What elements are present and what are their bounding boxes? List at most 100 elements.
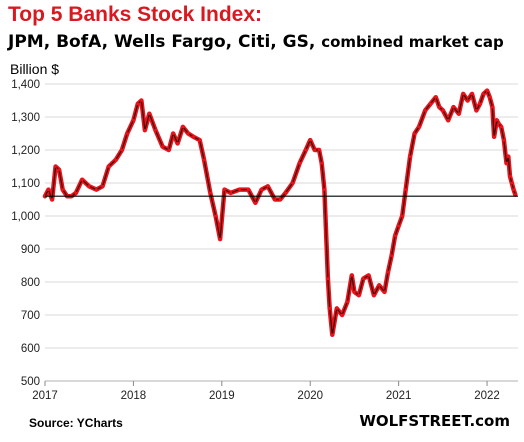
- data-point: [143, 128, 147, 132]
- data-point: [266, 184, 270, 188]
- data-point: [393, 234, 397, 238]
- data-point: [372, 293, 376, 297]
- data-point: [495, 118, 499, 122]
- data-point: [497, 122, 500, 125]
- data-point: [377, 283, 381, 287]
- data-point: [353, 290, 356, 294]
- data-point: [278, 198, 282, 201]
- data-point: [408, 155, 412, 159]
- data-point: [132, 118, 135, 122]
- data-point: [478, 102, 482, 106]
- data-point: [367, 274, 370, 277]
- data-point: [340, 313, 344, 317]
- y-tick-label: 900: [21, 244, 40, 256]
- y-tick-label: 600: [21, 343, 40, 355]
- data-point: [54, 165, 57, 168]
- data-point: [400, 214, 404, 218]
- data-point: [361, 277, 365, 281]
- data-point: [50, 198, 54, 201]
- y-axis-unit-label: Billion $: [10, 61, 60, 77]
- data-point: [291, 181, 294, 185]
- data-point: [223, 188, 226, 192]
- data-point: [513, 193, 517, 197]
- data-point: [491, 105, 494, 109]
- data-point: [485, 89, 489, 92]
- data-point: [357, 293, 361, 297]
- chart-subtitle: JPM, BofA, Wells Fargo, Citi, GS, combin…: [8, 32, 504, 52]
- data-point: [192, 135, 195, 139]
- x-tick-label: 2019: [209, 390, 235, 402]
- data-point: [506, 155, 510, 159]
- data-point: [260, 188, 263, 192]
- data-point: [383, 290, 386, 294]
- data-point: [386, 270, 390, 274]
- data-point: [346, 300, 349, 304]
- data-point: [475, 109, 478, 112]
- data-point: [140, 99, 143, 102]
- y-axis: 500 600 700 800 900 1,000 1,100 1,200 1,300 1,400: [11, 79, 40, 388]
- data-point: [434, 95, 438, 99]
- data-point: [284, 191, 287, 195]
- series-line-halo: [42, 88, 518, 338]
- data-point: [87, 184, 91, 188]
- data-point: [323, 188, 326, 192]
- x-tick-label: 2018: [121, 390, 147, 402]
- series-line: [44, 89, 516, 336]
- data-point: [397, 224, 400, 228]
- data-point: [390, 254, 393, 257]
- data-point: [218, 237, 222, 241]
- data-point: [246, 188, 250, 192]
- data-point: [114, 158, 118, 162]
- data-point: [202, 158, 206, 162]
- subtitle-tail: combined market cap: [321, 33, 504, 51]
- data-point: [437, 105, 441, 109]
- data-point: [508, 175, 512, 178]
- data-point: [505, 161, 508, 165]
- data-point: [101, 184, 104, 188]
- data-point: [446, 118, 450, 122]
- data-point: [74, 191, 78, 195]
- chart-title: Top 5 Banks Stock Index:: [8, 3, 262, 26]
- data-point: [326, 277, 330, 281]
- data-point: [350, 274, 354, 277]
- data-point: [461, 92, 465, 96]
- data-point: [330, 333, 334, 337]
- y-tick-label: 1,100: [11, 178, 40, 190]
- y-tick-label: 1,000: [11, 211, 40, 223]
- data-point: [198, 138, 202, 142]
- y-tick-label: 700: [21, 310, 40, 322]
- y-tick-label: 1,300: [11, 112, 40, 124]
- data-point: [482, 92, 485, 96]
- y-tick-label: 1,400: [11, 79, 40, 91]
- data-point: [167, 148, 171, 152]
- series-layer: [42, 88, 518, 338]
- brand-watermark: WOLFSTREET.com: [359, 412, 510, 430]
- gridlines: [45, 83, 518, 382]
- data-point: [186, 132, 190, 135]
- data-point: [457, 112, 461, 116]
- data-point: [125, 132, 129, 135]
- data-point: [273, 198, 277, 201]
- data-point: [413, 132, 416, 135]
- x-axis: 2017 2018 2019 2020 2021 2022: [32, 380, 518, 402]
- data-point: [80, 178, 84, 182]
- data-point: [147, 112, 151, 116]
- data-point: [120, 148, 124, 152]
- data-point: [320, 161, 324, 165]
- data-point: [499, 125, 503, 129]
- data-point: [308, 138, 312, 142]
- data-point: [229, 191, 233, 195]
- data-point: [254, 201, 257, 205]
- data-point: [208, 191, 212, 195]
- data-point: [181, 125, 185, 129]
- x-tick-label: 2022: [474, 390, 500, 402]
- data-point: [94, 188, 98, 192]
- data-point: [61, 188, 65, 192]
- data-point: [512, 188, 515, 192]
- y-tick-label: 800: [21, 277, 40, 289]
- data-point: [298, 161, 301, 165]
- data-point: [441, 109, 445, 112]
- data-point: [214, 214, 218, 218]
